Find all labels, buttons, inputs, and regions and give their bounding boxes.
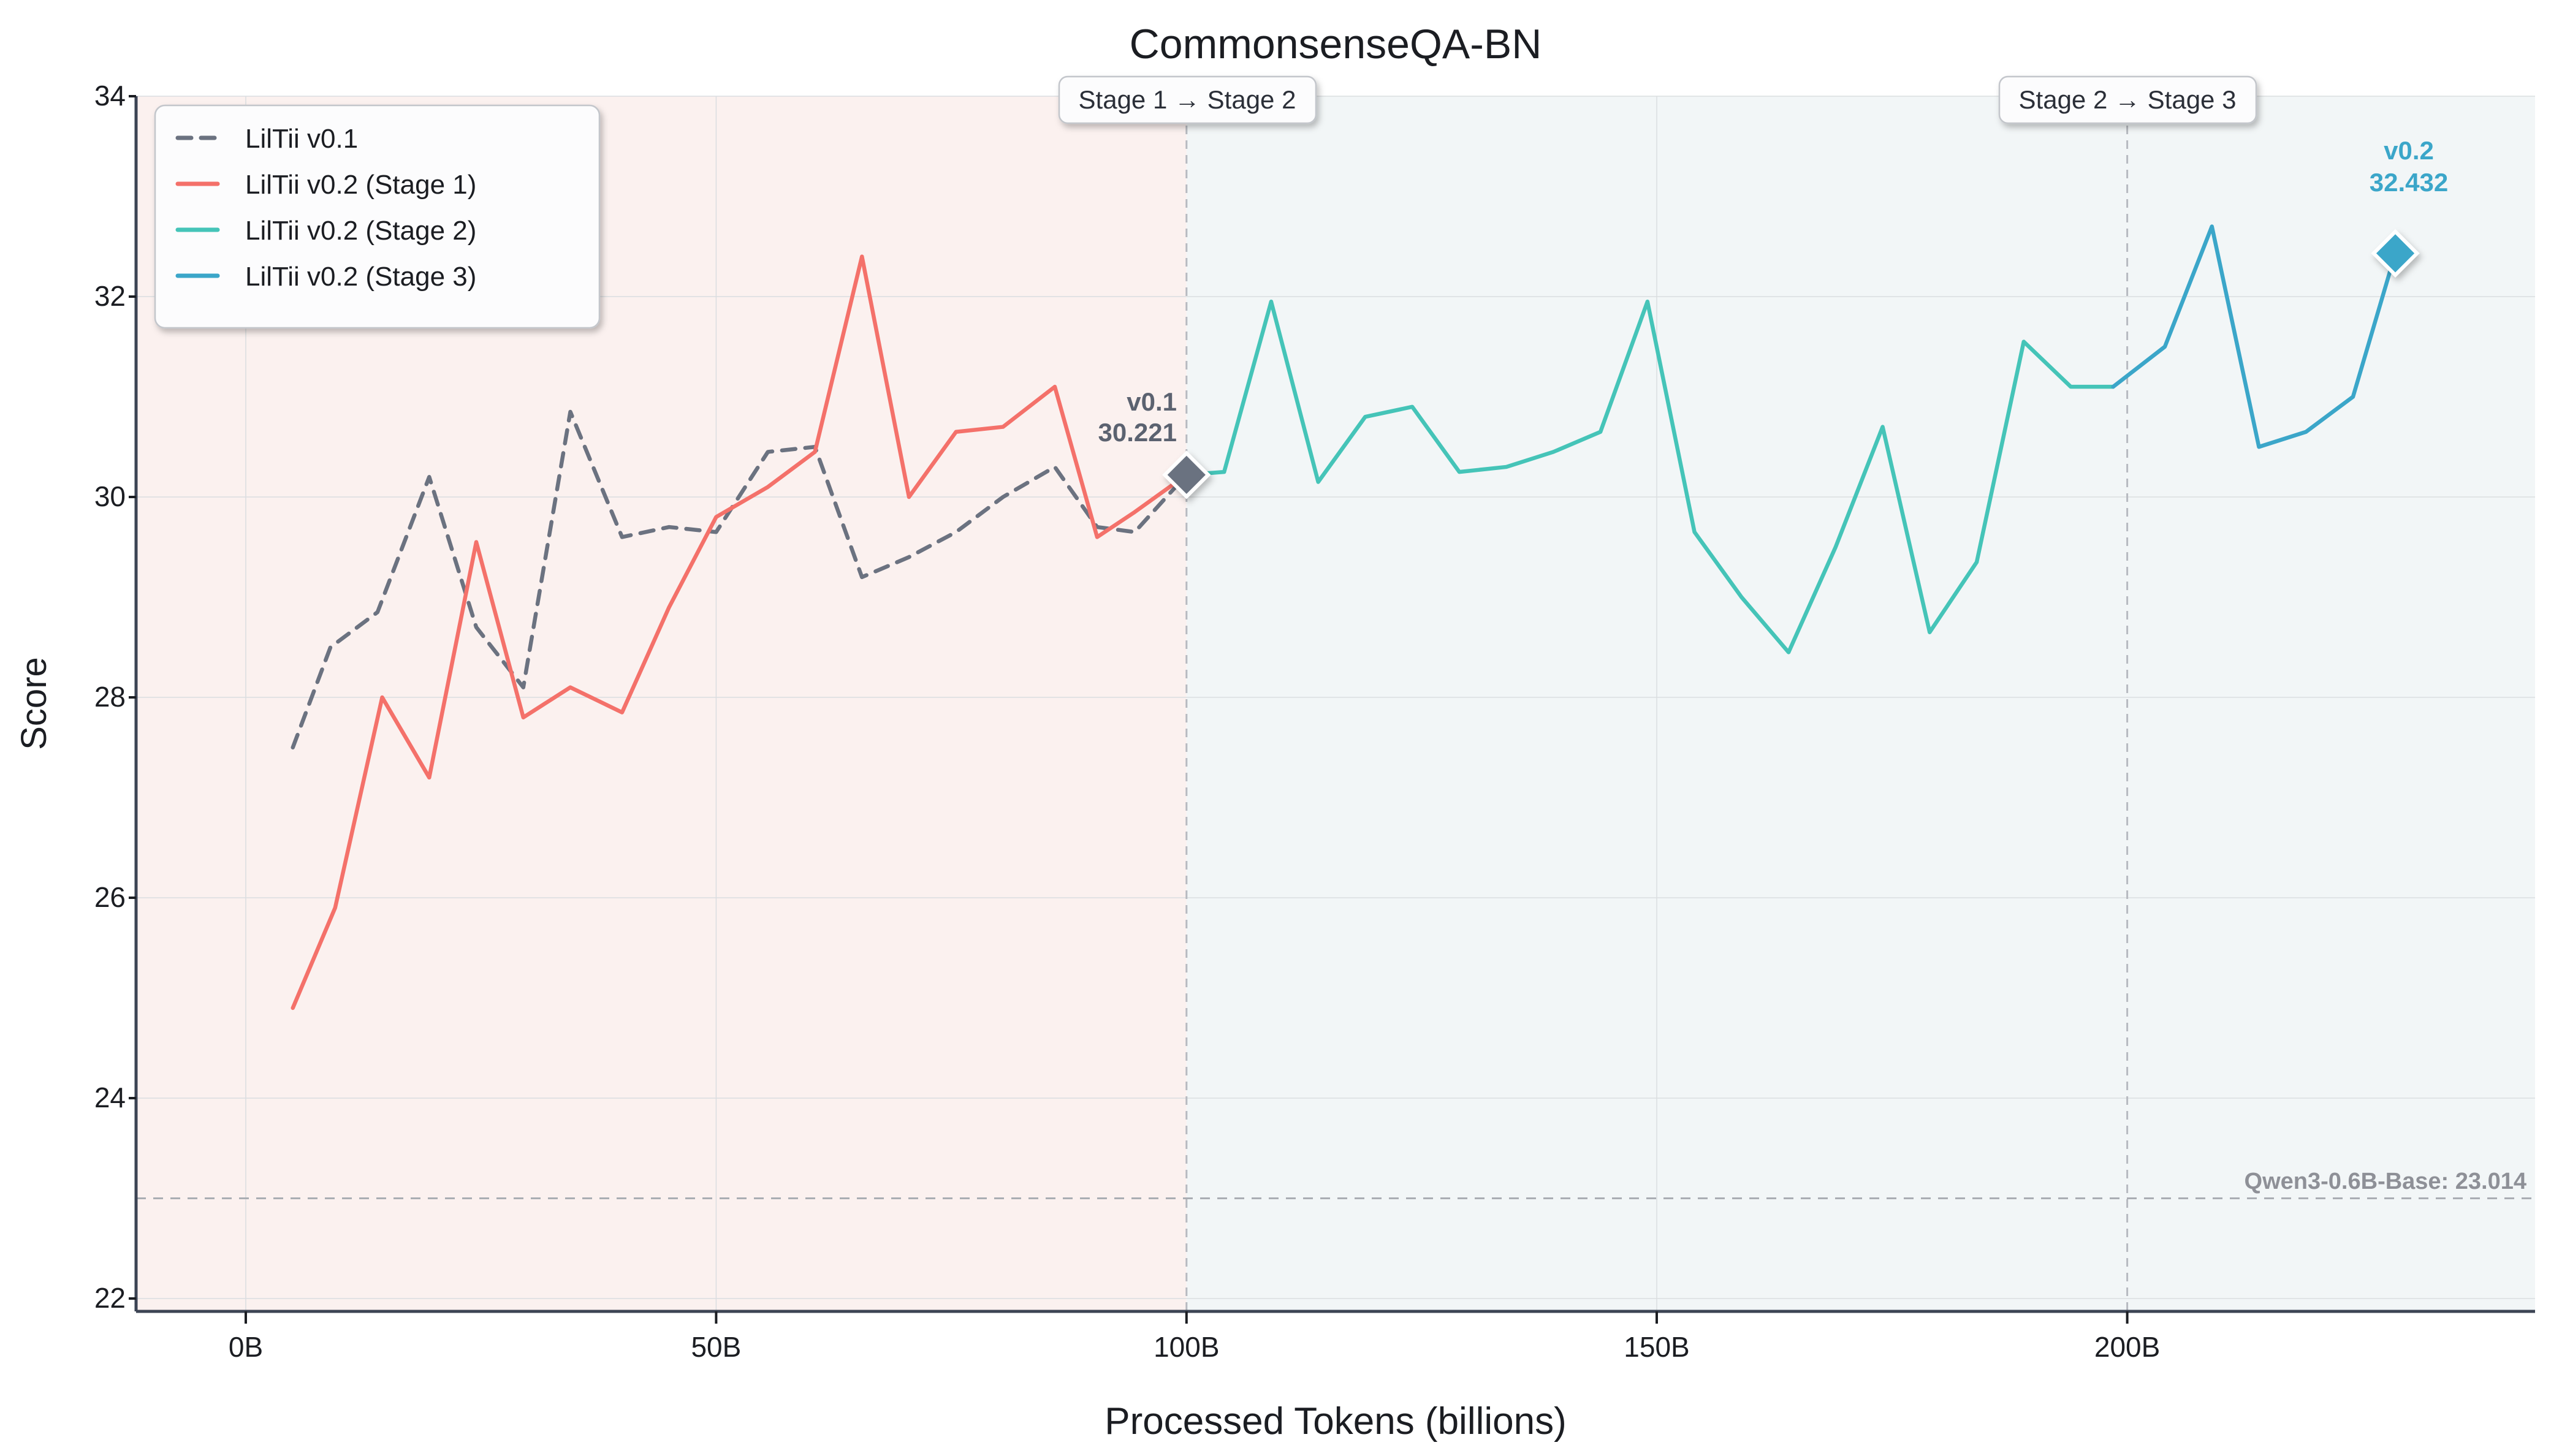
svg-text:Qwen3-0.6B-Base: 23.014: Qwen3-0.6B-Base: 23.014 bbox=[2245, 1169, 2526, 1194]
svg-text:LilTii v0.2 (Stage 1): LilTii v0.2 (Stage 1) bbox=[245, 170, 476, 200]
svg-text:100B: 100B bbox=[1154, 1331, 1219, 1363]
svg-text:CommonsenseQA-BN: CommonsenseQA-BN bbox=[1130, 21, 1542, 67]
svg-text:v0.1: v0.1 bbox=[1127, 387, 1177, 416]
svg-text:30.221: 30.221 bbox=[1098, 418, 1177, 447]
svg-text:150B: 150B bbox=[1624, 1331, 1689, 1363]
svg-text:LilTii v0.1: LilTii v0.1 bbox=[245, 124, 358, 154]
svg-text:Stage 2 → Stage 3: Stage 2 → Stage 3 bbox=[2019, 85, 2237, 114]
svg-text:26: 26 bbox=[94, 881, 126, 913]
svg-text:50B: 50B bbox=[691, 1331, 741, 1363]
svg-text:LilTii v0.2 (Stage 2): LilTii v0.2 (Stage 2) bbox=[245, 216, 476, 246]
svg-text:30: 30 bbox=[94, 480, 126, 512]
svg-text:Stage 1 → Stage 2: Stage 1 → Stage 2 bbox=[1079, 85, 1296, 114]
svg-text:32.432: 32.432 bbox=[2370, 168, 2448, 197]
svg-text:22: 22 bbox=[94, 1282, 126, 1314]
svg-text:LilTii v0.2 (Stage 3): LilTii v0.2 (Stage 3) bbox=[245, 262, 476, 292]
svg-text:28: 28 bbox=[94, 681, 126, 713]
svg-text:24: 24 bbox=[94, 1082, 126, 1113]
svg-text:32: 32 bbox=[94, 280, 126, 312]
svg-text:34: 34 bbox=[94, 80, 126, 112]
svg-text:Processed Tokens (billions): Processed Tokens (billions) bbox=[1104, 1400, 1567, 1443]
svg-text:Score: Score bbox=[14, 657, 54, 750]
svg-text:200B: 200B bbox=[2094, 1331, 2160, 1363]
svg-text:0B: 0B bbox=[229, 1331, 263, 1363]
svg-text:v0.2: v0.2 bbox=[2384, 136, 2434, 165]
